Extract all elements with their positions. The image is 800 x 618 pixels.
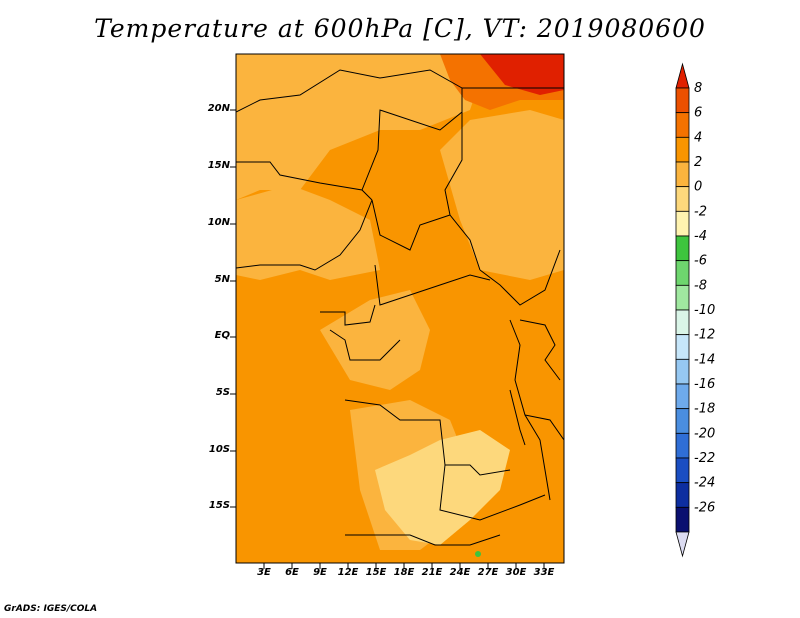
border-gabon-congo [329,329,401,361]
colorbar-label: -6 [694,254,707,269]
colorbar-swatch [675,457,690,484]
lat-label: 10S [208,444,230,455]
colorbar-label: -8 [694,278,707,293]
colorbar-label: 0 [694,180,702,195]
colorbar-swatch [675,186,690,212]
lon-label: 33E [533,567,555,578]
colorbar-label: 2 [694,155,702,170]
lat-label: 15S [208,500,230,511]
border-angola-namibia [345,534,501,546]
colorbar-label: 4 [694,130,702,145]
colorbar-label: -20 [694,426,715,441]
border-car-congo [374,264,491,306]
field-cold-spot [475,551,481,557]
field-warm-central [320,290,430,390]
lat-label: 10N [207,217,230,228]
colorbar-swatch [675,358,690,385]
border-sudan-ethiopia [479,249,561,306]
lat-label: EQ [214,330,230,341]
colorbar-swatch [675,210,690,237]
border-algeria-niger [236,69,463,113]
credit-text: GrADS: IGES/COLA [4,604,98,614]
lake-outline [509,389,526,446]
colorbar-swatch [675,161,690,188]
colorbar-top-arrow [675,62,690,89]
country-borders [236,69,564,546]
colorbar-label: 8 [694,81,702,96]
colorbar-swatch [675,136,690,163]
lon-label: 27E [477,567,499,578]
border-chad-sudan [444,112,481,271]
border-niger-nigeria [236,161,373,201]
colorbar-label: -22 [694,451,715,466]
colorbar-swatch [675,284,690,311]
temperature-field [236,54,564,563]
colorbar-label: -24 [694,476,715,491]
colorbar-swatch [675,112,690,138]
colorbar-swatch [675,309,690,336]
colorbar-swatch [675,482,690,508]
border-zambia [439,464,546,521]
field-warm-east [440,110,564,280]
map-frame [235,53,565,564]
colorbar-swatch [675,235,690,262]
colorbar-label: -4 [694,229,707,244]
colorbar-swatch [675,383,690,410]
colorbar-label: -26 [694,500,715,515]
colorbar-label: -14 [694,352,715,367]
lon-label: 12E [337,567,359,578]
lat-label: 5N [214,274,230,285]
colorbar-label: -10 [694,303,715,318]
field-warm-west-africa [236,185,380,280]
border-chad-car [371,199,451,251]
lon-label: 6E [285,567,299,578]
field-hottest-northeast [480,54,564,95]
colorbar-label: -12 [694,328,715,343]
colorbar-label: -2 [694,204,707,219]
colorbar-swatch [675,432,690,459]
colorbar-label: 6 [694,106,702,121]
field-warm-sahara [236,54,480,200]
colorbar-swatch [675,334,690,360]
lat-label: 20N [207,103,230,114]
border-drc-angola [344,399,511,476]
colorbar-bottom-arrow [675,531,690,558]
border-uganda-kenya [519,319,561,381]
colorbar-swatch [675,260,690,286]
lon-label: 18E [393,567,415,578]
lon-label: 9E [313,567,327,578]
lat-label: 15N [207,160,230,171]
border-libya-chad [361,88,463,191]
colorbar-swatch [675,408,690,434]
lon-label: 3E [257,567,271,578]
lon-ticks [263,563,545,569]
lon-label: 30E [505,567,527,578]
border-tanzania [524,414,564,441]
border-nigeria-cameroon [236,199,373,271]
colorbar-swatch [675,87,690,114]
chart-title: Temperature at 600hPa [C], VT: 201908060… [94,14,706,43]
lat-label: 5S [215,387,230,398]
lon-label: 21E [421,567,443,578]
lat-ticks [230,109,236,508]
border-cameroon-gabon [320,304,376,326]
lon-label: 24E [449,567,471,578]
colorbar-label: -16 [694,377,715,392]
colorbar-label: -18 [694,402,715,417]
lon-label: 15E [365,567,387,578]
colorbar-swatch [675,506,690,533]
